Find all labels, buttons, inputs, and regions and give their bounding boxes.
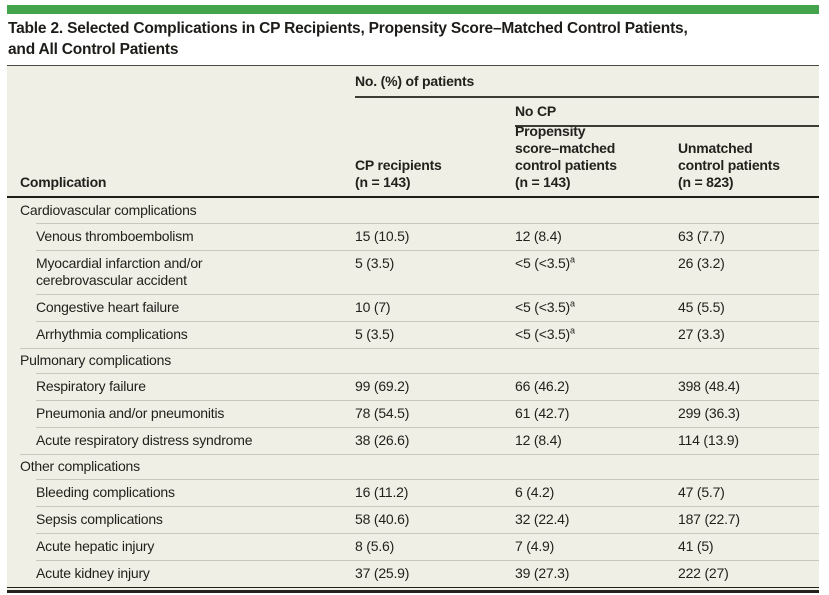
column-header-unmatched: Unmatched control patients (n = 823) xyxy=(678,140,780,190)
value-cell: 39 (27.3) xyxy=(515,565,570,581)
value-cell: 32 (22.4) xyxy=(515,511,570,527)
table-title: Table 2. Selected Complications in CP Re… xyxy=(8,20,688,58)
value-cell: 63 (7.7) xyxy=(678,228,725,244)
table-row: Venous thromboembolism 15 (10.5) 12 (8.4) 6… xyxy=(7,223,819,250)
value-cell: 299 (36.3) xyxy=(678,405,740,421)
value-cell: 12 (8.4) xyxy=(515,228,562,244)
value-cell: <5 (<3.5)a xyxy=(515,254,575,271)
footnote-marker: a xyxy=(570,298,575,309)
value-cell: 187 (22.7) xyxy=(678,511,740,527)
value-cell: <5 (<3.5)a xyxy=(515,325,575,342)
section-row: Cardiovascular complications xyxy=(7,198,819,223)
value-cell: 114 (13.9) xyxy=(678,432,739,448)
complication-label: Pulmonary complications xyxy=(20,352,172,368)
value-cell: 58 (40.6) xyxy=(355,511,410,527)
complication-label: Arrhythmia complications xyxy=(36,326,188,342)
complication-label: Cardiovascular complications xyxy=(20,202,197,218)
complication-label: Acute kidney injury xyxy=(36,565,150,581)
value-cell: 10 (7) xyxy=(355,299,391,315)
complication-label: Acute respiratory distress syndrome xyxy=(36,432,253,448)
value-cell: 78 (54.5) xyxy=(355,405,410,421)
accent-bar xyxy=(7,5,819,14)
value-cell: 99 (69.2) xyxy=(355,378,410,394)
footnote-marker: a xyxy=(570,254,575,265)
table-body: Cardiovascular complications Venous throm… xyxy=(7,198,819,587)
complication-label: Bleeding complications xyxy=(36,484,175,500)
value-cell: <5 (<3.5)a xyxy=(515,298,575,315)
complication-label: Acute hepatic injury xyxy=(36,538,155,554)
value-cell: 38 (26.6) xyxy=(355,432,410,448)
value-cell: 6 (4.2) xyxy=(515,484,555,500)
value-cell: 61 (42.7) xyxy=(515,405,570,421)
complications-table: No. (%) of patients No CP Complication C… xyxy=(7,65,819,593)
value-cell: 15 (10.5) xyxy=(355,228,410,244)
complication-label: Respiratory failure xyxy=(36,378,146,394)
section-row: Pulmonary complications xyxy=(7,348,819,373)
value-cell: 8 (5.6) xyxy=(355,538,395,554)
spanner-rule-no-cp xyxy=(515,125,819,127)
value-cell: 222 (27) xyxy=(678,565,729,581)
table-row: Respiratory failure 99 (69.2) 66 (46.2) 398… xyxy=(7,373,819,400)
complication-label: Other complications xyxy=(20,458,140,474)
value-cell: 66 (46.2) xyxy=(515,378,570,394)
spanner-no-pct-of-patients: No. (%) of patients xyxy=(355,73,475,89)
spanner-rule-top xyxy=(355,96,819,98)
value-cell: 7 (4.9) xyxy=(515,538,555,554)
value-cell: 45 (5.5) xyxy=(678,299,725,315)
table-bottom-rule xyxy=(7,587,819,593)
spanner-no-cp: No CP xyxy=(515,103,557,119)
complication-label: Sepsis complications xyxy=(36,511,163,527)
table-row: Congestive heart failure 10 (7) <5 (<3.5)a… xyxy=(7,294,819,321)
complication-label: Pneumonia and/or pneumonitis xyxy=(36,405,225,421)
value-cell: 47 (5.7) xyxy=(678,484,725,500)
column-header-complication: Complication xyxy=(20,174,107,190)
value-cell: 5 (3.5) xyxy=(355,255,395,271)
table-row: Sepsis complications 58 (40.6) 32 (22.4) 18… xyxy=(7,506,819,533)
table-header: No. (%) of patients No CP Complication C… xyxy=(7,66,819,198)
complication-label: Myocardial infarction and/or cerebrovasc… xyxy=(36,255,203,288)
value-cell: 27 (3.3) xyxy=(678,326,725,342)
table-row: Acute respiratory distress syndrome 38 (2… xyxy=(7,427,819,454)
complication-label: Venous thromboembolism xyxy=(36,228,194,244)
value-cell: 12 (8.4) xyxy=(515,432,562,448)
table-row: Myocardial infarction and/or cerebrovasc… xyxy=(7,250,819,294)
table-row: Bleeding complications 16 (11.2) 6 (4.2) 47… xyxy=(7,479,819,506)
value-cell: 5 (3.5) xyxy=(355,326,395,342)
value-cell: 41 (5) xyxy=(678,538,714,554)
table-row: Arrhythmia complications 5 (3.5) <5 (<3.5)… xyxy=(7,321,819,348)
table-row: Pneumonia and/or pneumonitis 78 (54.5) 61 … xyxy=(7,400,819,427)
column-header-propensity-matched: Propensity score–matched control patient… xyxy=(515,123,617,190)
value-cell: 37 (25.9) xyxy=(355,565,410,581)
complication-label: Congestive heart failure xyxy=(36,299,180,315)
footnote-marker: a xyxy=(570,325,575,336)
section-row: Other complications xyxy=(7,454,819,479)
table-row: Acute kidney injury 37 (25.9) 39 (27.3) 222… xyxy=(7,560,819,587)
value-cell: 398 (48.4) xyxy=(678,378,740,394)
table-row: Acute hepatic injury 8 (5.6) 7 (4.9) 41 (5) xyxy=(7,533,819,560)
value-cell: 26 (3.2) xyxy=(678,255,725,271)
value-cell: 16 (11.2) xyxy=(355,484,409,500)
column-header-cp-recipients: CP recipients (n = 143) xyxy=(355,157,442,190)
